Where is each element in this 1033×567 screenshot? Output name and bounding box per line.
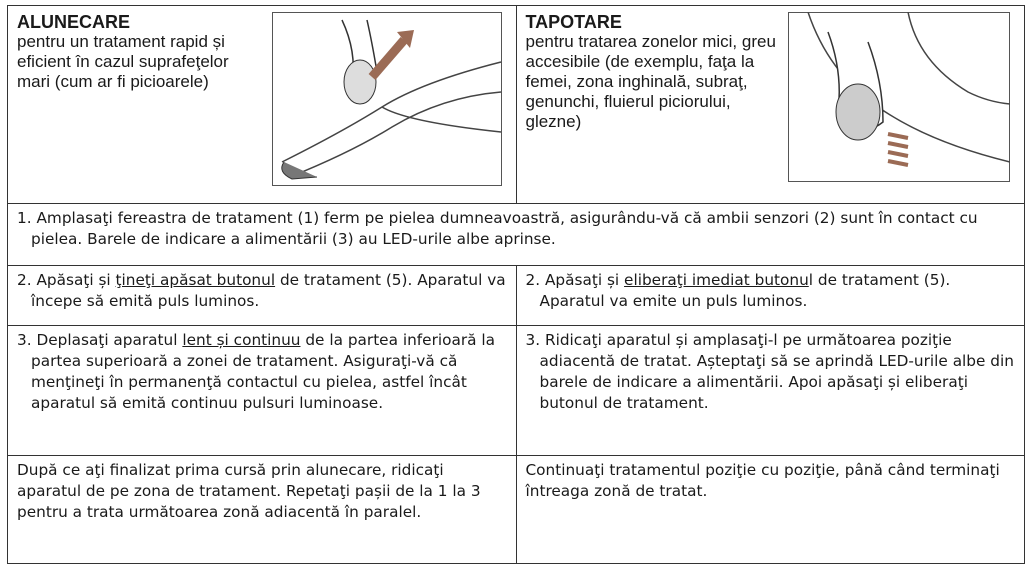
text: 3. Deplasaţi aparatul xyxy=(17,331,183,349)
tapping-illustration xyxy=(788,12,1010,182)
underlined-text: eliberaţi imediat butonu xyxy=(624,271,809,289)
row: 2. Apăsaţi și ţineţi apăsat butonul de t… xyxy=(7,265,1025,326)
heading: TAPOTARE xyxy=(525,12,622,32)
row: ALUNECARE pentru un tratament rapid și e… xyxy=(7,5,1025,204)
step-text: 1. Amplasaţi fereastra de tratament (1) … xyxy=(17,209,978,248)
step-text: 3. Deplasaţi aparatul lent și continuu d… xyxy=(17,330,508,414)
row: 1. Amplasaţi fereastra de tratament (1) … xyxy=(7,203,1025,266)
description: pentru un tratament rapid și eficient în… xyxy=(17,32,229,91)
cell: 1. Amplasaţi fereastra de tratament (1) … xyxy=(7,203,1025,266)
text: l de tratament (5). Aparatul va emite un… xyxy=(539,271,951,310)
cell: 2. Apăsaţi și ţineţi apăsat butonul de t… xyxy=(7,265,517,326)
text: 2. Apăsaţi și xyxy=(525,271,625,289)
cell: 2. Apăsaţi și eliberaţi imediat butonul … xyxy=(515,265,1025,326)
step-text: 3. Ridicaţi aparatul și amplasaţi-l pe u… xyxy=(525,331,1014,412)
description: pentru tratarea zonelor mici, greu acces… xyxy=(525,32,776,131)
row: După ce aţi finalizat prima cursă prin a… xyxy=(7,455,1025,564)
cell: ALUNECARE pentru un tratament rapid și e… xyxy=(7,5,517,204)
text: Continuaţi tratamentul poziţie cu poziţi… xyxy=(525,461,1000,500)
text: de la partea inferioară la partea superi… xyxy=(31,331,495,412)
cell: După ce aţi finalizat prima cursă prin a… xyxy=(7,455,517,564)
step-text: 2. Apăsaţi și eliberaţi imediat butonul … xyxy=(526,270,1017,312)
heading: ALUNECARE xyxy=(17,12,131,32)
row: 3. Deplasaţi aparatul lent și continuu d… xyxy=(7,325,1025,456)
underlined-text: ţineţi apăsat butonul xyxy=(115,271,276,289)
text: După ce aţi finalizat prima cursă prin a… xyxy=(17,461,481,521)
underlined-text: lent și continuu xyxy=(182,331,301,349)
sliding-illustration xyxy=(271,12,502,186)
text: 2. Apăsaţi și xyxy=(17,271,116,289)
cell: 3. Deplasaţi aparatul lent și continuu d… xyxy=(7,325,517,456)
cell: 3. Ridicaţi aparatul și amplasaţi-l pe u… xyxy=(515,325,1025,456)
cell: Continuaţi tratamentul poziţie cu poziţi… xyxy=(515,455,1025,564)
cell: TAPOTARE pentru tratarea zonelor mici, g… xyxy=(515,5,1025,204)
instructions-table: ALUNECARE pentru un tratament rapid și e… xyxy=(7,5,1025,564)
text: de tratament (5). Aparatul va începe să … xyxy=(31,271,506,310)
step-text: 2. Apăsaţi și ţineţi apăsat butonul de t… xyxy=(17,270,508,312)
